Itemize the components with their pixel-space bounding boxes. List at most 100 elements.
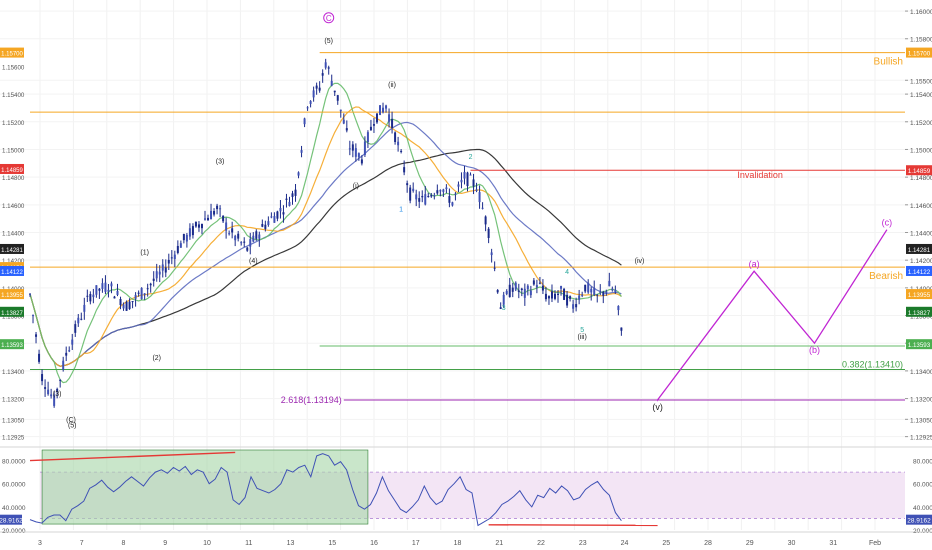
wave-label: (3): [216, 158, 225, 165]
price-level-badge-text: 1.15700: [908, 51, 931, 58]
candle-body: [125, 301, 128, 311]
price-badge: [906, 265, 932, 276]
candle-body: [388, 114, 391, 122]
left-axis-tick: 1.14800: [2, 175, 25, 182]
candle-body: [59, 379, 62, 381]
candle-body: [472, 179, 475, 187]
candle-body: [457, 184, 460, 187]
candle-body: [547, 296, 550, 299]
price-badge-text: 1.13593: [908, 342, 931, 349]
price-axis-right[interactable]: 80.0000 80.0000 60.0000 60.0000 40.0000 40.00…: [2, 9, 932, 535]
candle-body: [53, 394, 56, 406]
candle-body: [360, 159, 363, 164]
candle-body: [557, 293, 560, 295]
moving-average-line: [29, 106, 622, 367]
candle-body: [149, 283, 152, 286]
price-axis-tick: 1.15200: [910, 120, 932, 127]
candle-body: [330, 80, 333, 86]
time-axis-tick: 29: [746, 540, 754, 547]
oscillator-axis-tick: 80.0000: [913, 459, 932, 466]
candle-body: [185, 234, 188, 242]
left-price-badge: [0, 265, 24, 276]
projection-label: (a): [749, 259, 760, 269]
oscillator-axis-tick-left: 60.0000: [2, 482, 26, 489]
left-axis-tick: 1.15200: [2, 120, 25, 127]
candle-body: [442, 189, 445, 192]
candle-body: [614, 289, 617, 293]
price-axis-tick: 1.14200: [910, 258, 932, 265]
candle-body: [83, 304, 86, 312]
candle-body: [38, 353, 41, 362]
candle-body: [379, 105, 381, 115]
candle-body: [252, 235, 255, 242]
candle-body: [475, 189, 478, 192]
candle-body: [191, 226, 194, 236]
candle-body: [279, 207, 282, 212]
price-axis-tick: 1.14800: [910, 175, 932, 182]
candle-body: [611, 288, 614, 291]
candle-body: [354, 148, 357, 157]
candle-body: [463, 171, 466, 179]
candle-body: [345, 128, 348, 131]
candle-body: [77, 317, 80, 324]
left-axis-tick: 1.13200: [2, 397, 25, 404]
candle-body: [161, 264, 164, 271]
candle-body: [101, 283, 104, 289]
candle-body: [164, 267, 167, 273]
wave-label: 2: [469, 154, 473, 161]
candle-body: [258, 234, 261, 239]
candle-body: [578, 295, 581, 300]
candle-body: [427, 196, 430, 198]
candle-body: [92, 294, 95, 298]
candle-body: [222, 215, 225, 222]
candle-body: [128, 301, 131, 310]
wave-label: (iii): [577, 334, 586, 341]
time-axis-tick: 30: [788, 540, 796, 547]
candle-body: [200, 223, 203, 229]
price-axis-left[interactable]: 1.15600 1.15400 1.15200 1.15000 1.14800 1.146…: [0, 47, 25, 442]
candle-body: [366, 132, 369, 142]
candle-body: [179, 243, 182, 248]
candle-body: [56, 388, 59, 392]
candle-body: [448, 196, 451, 203]
left-price-badge-text: 1.15700: [1, 52, 23, 58]
candle-body: [369, 126, 372, 131]
candle-body: [523, 288, 526, 298]
wave-label: (i): [353, 183, 359, 190]
candle-body: [207, 217, 210, 221]
time-axis[interactable]: 3 7 8 9 10 11 13 15 16 17 18 21 22 23 24 25 28 29 30 31 Feb: [0, 531, 932, 547]
wave-label: (3): [53, 391, 62, 398]
candle-body: [550, 291, 553, 299]
candle-body: [315, 85, 318, 89]
time-axis-tick: 31: [829, 540, 837, 547]
candle-body: [231, 228, 234, 233]
candle-body: [312, 90, 315, 98]
time-axis-tick: 8: [122, 540, 126, 547]
left-price-badge: [0, 306, 24, 317]
candle-body: [351, 144, 354, 151]
wave-circle: [323, 12, 335, 24]
price-badge-text: 1.13827: [908, 310, 931, 317]
candle-body: [194, 221, 197, 227]
candle-body: [403, 167, 406, 173]
candle-body: [143, 293, 146, 295]
candle-body: [270, 216, 273, 218]
candle-body: [581, 294, 584, 296]
price-axis-tick: 1.15400: [910, 92, 932, 99]
time-axis-tick: 18: [454, 540, 462, 547]
wave-label: (5): [68, 423, 77, 430]
price-badge: [906, 289, 932, 300]
candle-body: [176, 245, 179, 253]
candle-body: [342, 119, 345, 124]
candle-body: [593, 288, 596, 296]
oscillator-value-text-right: 28.9162: [907, 518, 931, 525]
candle-body: [219, 208, 222, 210]
candle-body: [291, 193, 294, 197]
oscillator-highlight-box: [41, 449, 369, 525]
candle-body: [288, 201, 291, 206]
left-axis-tick: 1.13800: [2, 314, 25, 321]
candle-body: [397, 141, 400, 146]
candle-body: [487, 228, 490, 238]
wave-labels: C(5)(ii)(i)(3)(1)(4)(2)(3)(C)(5)(iv)(iii…: [53, 12, 644, 430]
candle-body: [363, 141, 366, 155]
